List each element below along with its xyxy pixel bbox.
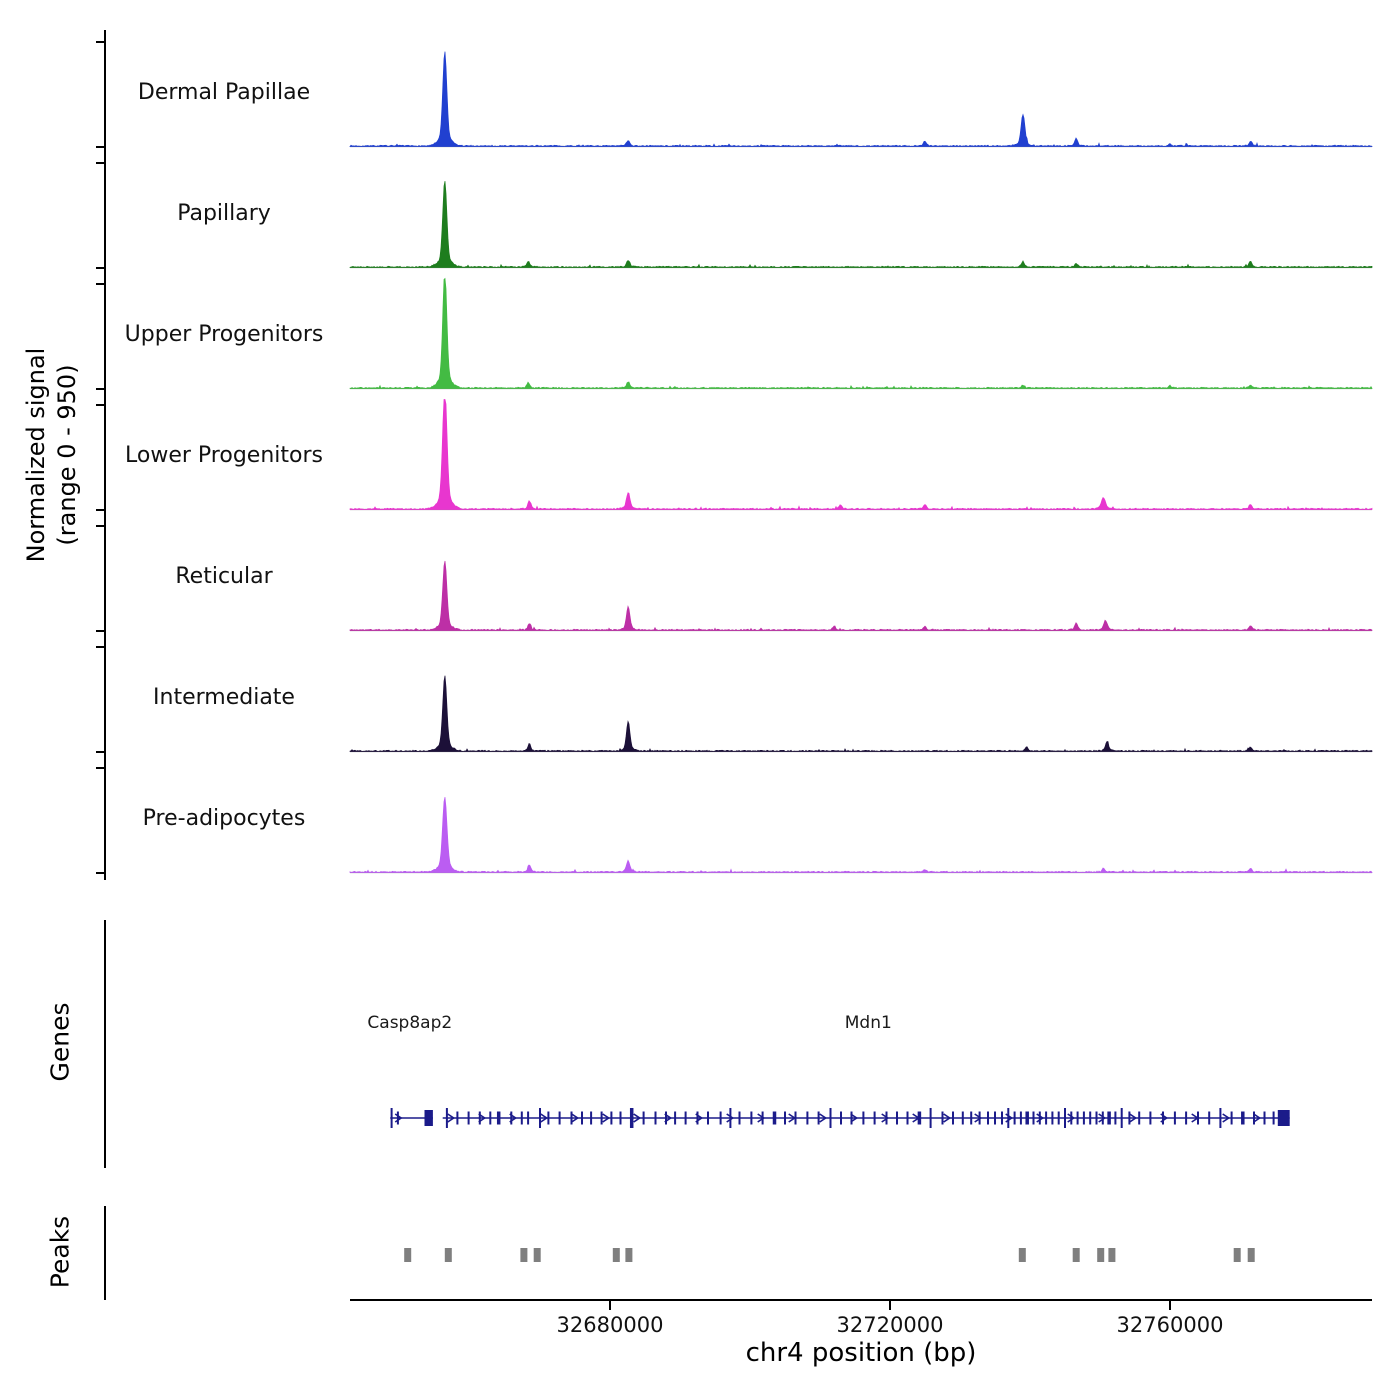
peak-box [1108, 1248, 1116, 1262]
signal-track-row: Upper Progenitors [0, 274, 1400, 395]
signal-track-row: Pre-adipocytes [0, 758, 1400, 879]
signal-axis-line [104, 30, 106, 880]
track-label-lower-progenitors: Lower Progenitors [125, 443, 323, 468]
x-axis-tick [609, 1301, 611, 1310]
signal-track-row: Reticular [0, 516, 1400, 637]
signal-axis-tick [96, 646, 105, 648]
x-tick-label: 32720000 [836, 1313, 944, 1337]
signal-area-dermal-papillae [349, 51, 1373, 148]
signal-axis-tick [96, 404, 105, 406]
signal-axis-tick [96, 751, 105, 753]
gene-label-mdn1: Mdn1 [844, 1013, 892, 1033]
peak-box [1247, 1248, 1255, 1262]
signal-axis-tick [96, 146, 105, 148]
signal-track-row: Intermediate [0, 637, 1400, 758]
track-label-pre-adipocytes: Pre-adipocytes [142, 806, 306, 831]
signal-area-reticular [349, 560, 1373, 632]
peak-box [520, 1248, 528, 1262]
track-label-intermediate: Intermediate [153, 685, 295, 710]
track-label-upper-progenitors: Upper Progenitors [124, 322, 324, 347]
signal-area-upper-progenitors [349, 277, 1373, 390]
peaks-section-label: Peaks [45, 1215, 75, 1289]
x-axis-title: chr4 position (bp) [745, 1338, 977, 1368]
signal-axis-tick [96, 267, 105, 269]
peak-box [1097, 1248, 1105, 1262]
peak-box [625, 1248, 633, 1262]
track-label-dermal-papillae: Dermal Papillae [137, 80, 311, 105]
signal-axis-tick [96, 162, 105, 164]
signal-axis-tick [96, 41, 105, 43]
x-axis-line [350, 1299, 1372, 1301]
signal-axis-tick [96, 509, 105, 511]
genes-structure [390, 1108, 1290, 1128]
peak-box [1233, 1248, 1241, 1262]
track-label-reticular: Reticular [175, 564, 273, 589]
called-peaks [404, 1248, 1255, 1262]
signal-axis-tick [96, 283, 105, 285]
genes-section-label: Genes [45, 1002, 75, 1082]
signal-track-row: Dermal Papillae [0, 32, 1400, 153]
gene-label-casp8ap2: Casp8ap2 [367, 1013, 453, 1033]
x-tick-label: 32680000 [556, 1313, 664, 1337]
peak-box [1072, 1248, 1080, 1262]
genes-axis-line [104, 920, 106, 1168]
track-label-papillary: Papillary [177, 201, 271, 226]
peak-box [533, 1248, 541, 1262]
signal-axis-tick [96, 388, 105, 390]
signal-axis-tick [96, 767, 105, 769]
signal-axis-tick [96, 525, 105, 527]
signal-area-lower-progenitors [349, 399, 1373, 511]
peak-box [612, 1248, 620, 1262]
peak-box [444, 1248, 452, 1262]
signal-area-intermediate [349, 675, 1373, 753]
signal-track-row: Papillary [0, 153, 1400, 274]
signal-axis-tick [96, 630, 105, 632]
peaks-axis-line [104, 1206, 106, 1300]
x-axis-tick [1169, 1301, 1171, 1310]
signal-area-pre-adipocytes [349, 797, 1373, 874]
signal-track-row: Lower Progenitors [0, 395, 1400, 516]
x-axis-tick [889, 1301, 891, 1310]
signal-area-papillary [349, 181, 1373, 269]
peak-box [404, 1248, 412, 1262]
signal-axis-tick [96, 872, 105, 874]
x-tick-label: 32760000 [1116, 1313, 1224, 1337]
peak-box [1018, 1248, 1026, 1262]
